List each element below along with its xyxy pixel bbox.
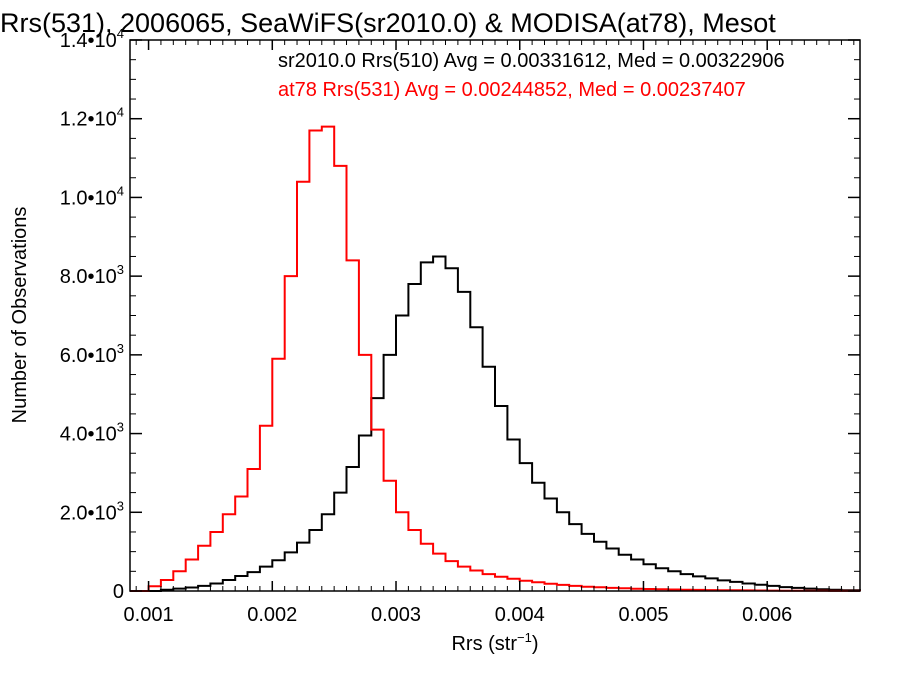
y-tick-label: 2.0•103 xyxy=(60,498,124,524)
y-tick-exponent: 4 xyxy=(117,183,124,198)
stats-annotation-2: at78 Rrs(531) Avg = 0.00244852, Med = 0.… xyxy=(278,79,746,101)
y-tick-exponent: 3 xyxy=(117,341,124,356)
series-line-1 xyxy=(130,255,861,592)
x-axis-label: Rrs (str−1) xyxy=(451,630,538,655)
y-tick-mantissa: 1.4•10 xyxy=(60,30,117,52)
x-tick-label: 0.002 xyxy=(247,604,297,626)
y-tick-exponent: 3 xyxy=(117,262,124,277)
plot-series xyxy=(130,125,861,592)
x-axis-label-main: Rrs (str xyxy=(451,633,517,655)
y-tick-mantissa: 6.0•10 xyxy=(60,345,117,367)
y-tick-label: 1.0•104 xyxy=(60,183,124,209)
x-tick-label: 0.005 xyxy=(618,604,668,626)
series-line-2 xyxy=(130,125,861,592)
y-tick-exponent: 3 xyxy=(117,420,124,435)
x-axis-label-sup: −1 xyxy=(517,630,532,645)
x-axis-ticks: 0.001 0.002 0.003 0.004 0.005 0.006 xyxy=(124,40,855,626)
y-tick-label: 1.4•104 xyxy=(60,26,124,52)
y-tick-exponent: 4 xyxy=(117,26,124,41)
plot-frame xyxy=(129,39,861,592)
stats-annotation-1: sr2010.0 Rrs(510) Avg = 0.00331612, Med … xyxy=(278,50,785,72)
x-axis-label-tail: ) xyxy=(532,633,539,655)
y-tick-mantissa: 1.0•10 xyxy=(60,187,117,209)
y-tick-exponent: 3 xyxy=(117,498,124,513)
x-tick-label: 0.003 xyxy=(371,604,421,626)
y-tick-mantissa: 2.0•10 xyxy=(60,502,117,524)
x-tick-label: 0.001 xyxy=(124,604,174,626)
y-tick-label: 0 xyxy=(113,581,124,603)
x-tick-label: 0.004 xyxy=(495,604,545,626)
y-tick-exponent: 4 xyxy=(117,105,124,120)
y-tick-label: 6.0•103 xyxy=(60,341,124,367)
y-axis-label: Number of Observations xyxy=(9,207,31,424)
y-axis-ticks: 02.0•1034.0•1036.0•1038.0•1031.0•1041.2•… xyxy=(60,26,860,603)
y-tick-label: 8.0•103 xyxy=(60,262,124,288)
chart-annotations: sr2010.0 Rrs(510) Avg = 0.00331612, Med … xyxy=(278,50,785,101)
x-tick-label: 0.006 xyxy=(742,604,792,626)
y-tick-mantissa: 4.0•10 xyxy=(60,424,117,446)
chart-title: Rrs(531), 2006065, SeaWiFS(sr2010.0) & M… xyxy=(0,8,776,38)
y-tick-mantissa: 8.0•10 xyxy=(60,266,117,288)
y-tick-mantissa: 0 xyxy=(113,581,124,603)
y-tick-label: 1.2•104 xyxy=(60,105,124,131)
y-tick-label: 4.0•103 xyxy=(60,420,124,446)
y-tick-mantissa: 1.2•10 xyxy=(60,109,117,131)
